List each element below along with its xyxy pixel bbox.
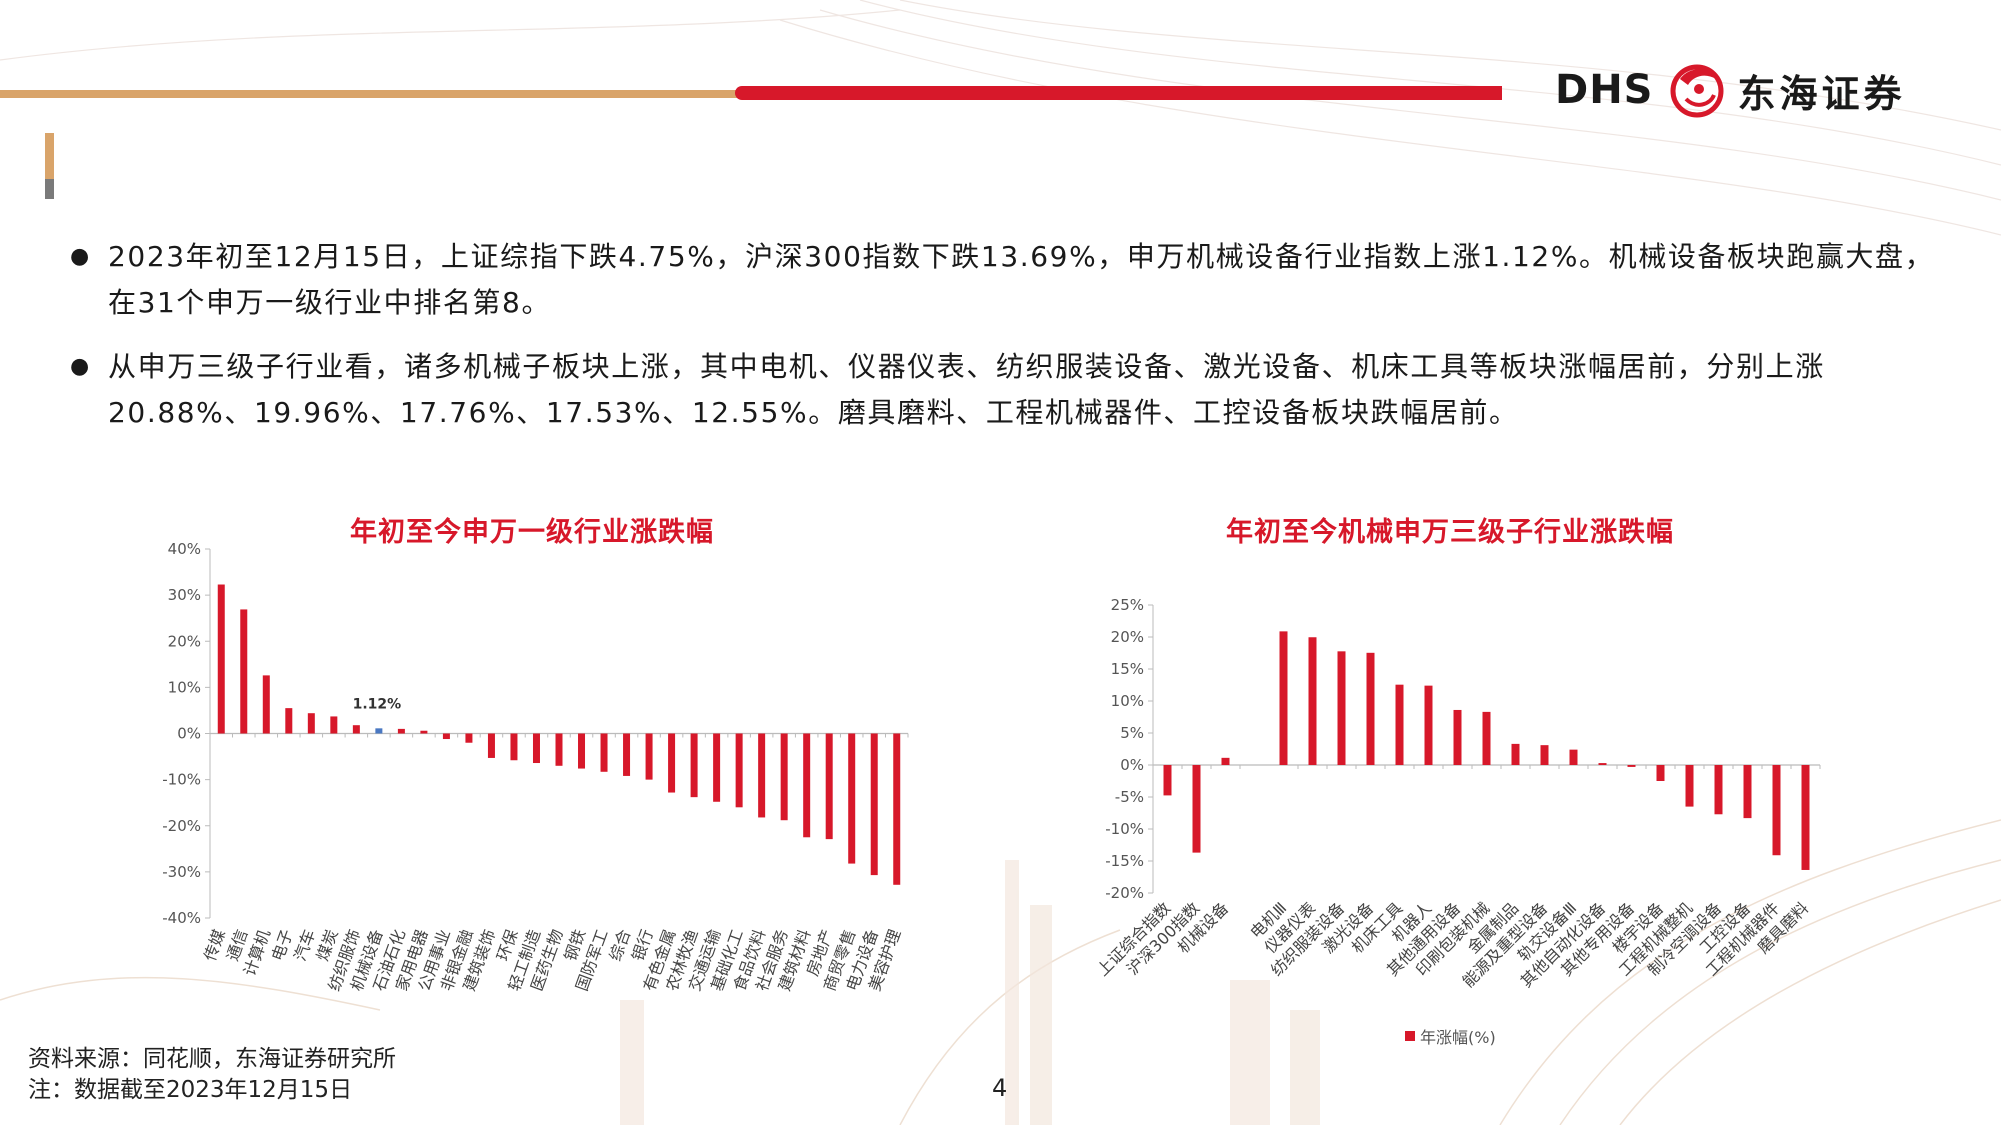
legend-swatch: [1405, 1031, 1415, 1041]
chart1-bar: [555, 733, 563, 766]
chart1-bar: [600, 733, 608, 772]
chart1-bar: [285, 708, 293, 734]
chart2-bar: [1569, 749, 1578, 765]
chart2-bar: [1337, 651, 1346, 765]
dragon-logo-icon: [1670, 64, 1723, 118]
chart1-bar: [330, 716, 338, 734]
chart2-bar: [1540, 745, 1549, 765]
bullet-text: 2023年初至12月15日，上证综指下跌4.75%，沪深300指数下跌13.69…: [108, 240, 1935, 319]
legend-label: 年涨幅(%): [1420, 1028, 1496, 1047]
chart1-bar: [623, 733, 631, 776]
chart1-y-tick-label: 10%: [168, 678, 201, 696]
chart1-bar: [397, 728, 405, 734]
chart2-title: 年初至今机械申万三级子行业涨跌幅: [1226, 517, 1674, 548]
chart1-bar: [532, 733, 540, 764]
chart1-bar: [758, 733, 766, 818]
chart2-bar: [1772, 765, 1781, 856]
chart2-bar: [1743, 765, 1752, 819]
chart1-bar: [375, 728, 383, 734]
chart1-y-tick-label: 30%: [168, 586, 201, 604]
chart1-y-tick-label: 0%: [177, 725, 201, 743]
title-side-marker: [45, 133, 54, 199]
chart1-bar: [803, 733, 811, 838]
chart1-data-label: 1.12%: [353, 696, 402, 712]
chart1-bar: [825, 733, 833, 840]
chart1-bar: [487, 733, 495, 758]
chart2-bar: [1395, 684, 1404, 765]
chart2-y-tick-label: 10%: [1111, 692, 1144, 710]
logo-company-name: 东海证券: [1737, 71, 1906, 116]
chart1-bar: [442, 733, 450, 740]
chart2-bar: [1656, 765, 1665, 781]
bullet-dot-icon: ●: [70, 354, 91, 379]
chart2-y-tick-label: 0%: [1120, 756, 1144, 774]
chart1-bar: [307, 713, 315, 734]
bullet-text: 从申万三级子行业看，诸多机械子板块上涨，其中电机、仪器仪表、纺织服装设备、激光设…: [108, 350, 1825, 429]
chart2-bar: [1627, 765, 1636, 767]
chart1-bar: [645, 733, 653, 780]
chart2-legend: 年涨幅(%): [1405, 1024, 1496, 1048]
chart2-y-tick-label: -15%: [1105, 852, 1144, 870]
header-gold-bar: [0, 90, 750, 98]
chart2-bar: [1453, 709, 1462, 765]
bullet-dot-icon: ●: [70, 244, 91, 269]
chart1-bar: [465, 733, 473, 743]
chart2-y-tick-label: 15%: [1111, 660, 1144, 678]
chart1-bar: [578, 733, 586, 769]
chart1-y-tick-label: -20%: [162, 817, 201, 835]
chart1-bar: [690, 733, 698, 798]
chart2-bar: [1308, 637, 1317, 765]
chart1-y-tick-label: 20%: [168, 632, 201, 650]
chart2-y-tick-label: 5%: [1120, 724, 1144, 742]
bullet-item: ● 从申万三级子行业看，诸多机械子板块上涨，其中电机、仪器仪表、纺织服装设备、激…: [70, 344, 1940, 436]
chart2-y-tick-label: -5%: [1115, 788, 1144, 806]
chart2-bar: [1482, 711, 1491, 765]
chart1-bar: [735, 733, 743, 808]
company-logo: DHS 东海证券: [1555, 55, 1906, 125]
chart1-bar: [780, 733, 788, 821]
chart1-bar: [420, 730, 428, 734]
chart1-bar: [713, 733, 721, 802]
chart2-y-tick-label: -10%: [1105, 820, 1144, 838]
chart2-bar: [1511, 743, 1520, 765]
chart1-bar: [240, 609, 248, 734]
footer-notes: 资料来源：同花顺，东海证券研究所 注：数据截至2023年12月15日: [28, 1044, 396, 1106]
page-number: 4: [992, 1074, 1008, 1102]
summary-bullets: ● 2023年初至12月15日，上证综指下跌4.75%，沪深300指数下跌13.…: [70, 234, 1940, 454]
header-red-bar: [735, 86, 1502, 100]
chart2-bar: [1598, 763, 1607, 765]
chart2-y-tick-label: -20%: [1105, 884, 1144, 902]
chart2-bar: [1192, 765, 1201, 853]
source-note: 资料来源：同花顺，东海证券研究所: [28, 1046, 396, 1072]
chart1-y-tick-label: -40%: [162, 909, 201, 927]
bullet-item: ● 2023年初至12月15日，上证综指下跌4.75%，沪深300指数下跌13.…: [70, 234, 1940, 326]
chart1-bar: [668, 733, 676, 793]
chart1-y-tick-label: -10%: [162, 771, 201, 789]
chart2-bar: [1221, 757, 1230, 765]
chart1-bar: [262, 675, 270, 734]
chart1-bar: [510, 733, 518, 761]
chart2-y-tick-label: 25%: [1111, 596, 1144, 614]
chart1-bar: [848, 733, 856, 864]
chart1-title: 年初至今申万一级行业涨跌幅: [350, 517, 714, 548]
chart2-bar: [1366, 652, 1375, 765]
chart2-bar: [1163, 765, 1172, 796]
chart2-bar: [1279, 631, 1288, 765]
logo-dhs-text: DHS: [1555, 67, 1654, 113]
chart2-y-tick-label: 20%: [1111, 628, 1144, 646]
chart2-bar: [1714, 765, 1723, 815]
chart1-bar: [352, 725, 360, 734]
chart1-bar: [870, 733, 878, 876]
chart1-y-tick-label: 40%: [168, 540, 201, 558]
chart2-bar: [1685, 765, 1694, 807]
chart1-bar: [893, 733, 901, 885]
chart2-bar: [1801, 765, 1810, 870]
chart1-y-tick-label: -30%: [162, 863, 201, 881]
date-note: 注：数据截至2023年12月15日: [28, 1077, 353, 1103]
chart2-bar: [1424, 685, 1433, 765]
chart1-bar: [217, 584, 225, 734]
